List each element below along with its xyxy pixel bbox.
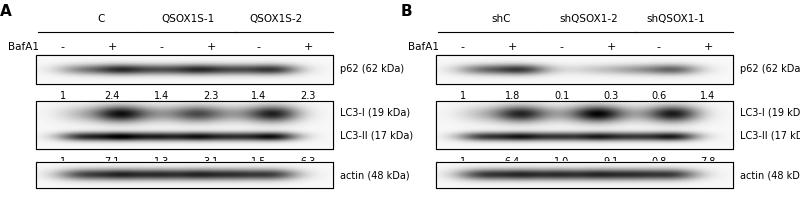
- Text: p62 (62 kDa): p62 (62 kDa): [340, 64, 405, 74]
- Bar: [36, 162, 333, 188]
- Bar: [436, 162, 733, 188]
- Text: +: +: [606, 42, 616, 52]
- Text: -: -: [461, 42, 465, 52]
- Text: +: +: [206, 42, 216, 52]
- Text: actin (48 kDa): actin (48 kDa): [340, 170, 410, 180]
- Text: p62 (62 kDa): p62 (62 kDa): [740, 64, 800, 74]
- Bar: [436, 55, 733, 84]
- Text: 6.4: 6.4: [505, 157, 520, 167]
- Text: 1: 1: [460, 91, 466, 101]
- Bar: [36, 55, 333, 84]
- Bar: [36, 101, 333, 149]
- Text: B: B: [400, 4, 412, 19]
- Text: shQSOX1-2: shQSOX1-2: [559, 13, 618, 24]
- Text: -: -: [560, 42, 564, 52]
- Text: +: +: [303, 42, 313, 52]
- Bar: [36, 162, 333, 188]
- Bar: [36, 55, 333, 84]
- Text: 2.3: 2.3: [203, 91, 218, 101]
- Text: QSOX1S-1: QSOX1S-1: [162, 13, 215, 24]
- Text: BafA1: BafA1: [408, 42, 438, 52]
- Text: 6.3: 6.3: [300, 157, 316, 167]
- Text: 3.1: 3.1: [203, 157, 218, 167]
- Text: 1.5: 1.5: [251, 157, 266, 167]
- Bar: [36, 101, 333, 149]
- Text: LC3-I (19 kDa): LC3-I (19 kDa): [340, 108, 410, 118]
- Text: LC3-I (19 kDa): LC3-I (19 kDa): [740, 108, 800, 118]
- Text: 1: 1: [460, 157, 466, 167]
- Text: 2.3: 2.3: [300, 91, 316, 101]
- Text: 0.6: 0.6: [651, 91, 666, 101]
- Bar: [436, 101, 733, 149]
- Text: 0.1: 0.1: [554, 91, 570, 101]
- Text: LC3-II (17 kDa): LC3-II (17 kDa): [740, 130, 800, 141]
- Text: -: -: [160, 42, 164, 52]
- Text: actin (48 kDa): actin (48 kDa): [740, 170, 800, 180]
- Text: -: -: [657, 42, 661, 52]
- Text: 9.1: 9.1: [603, 157, 618, 167]
- Text: 2.4: 2.4: [105, 91, 120, 101]
- Text: C: C: [98, 13, 105, 24]
- Text: 1.3: 1.3: [154, 157, 170, 167]
- Text: 1.8: 1.8: [505, 91, 520, 101]
- Bar: [436, 101, 733, 149]
- Text: 7.8: 7.8: [700, 157, 716, 167]
- Text: +: +: [108, 42, 117, 52]
- Text: 1.4: 1.4: [700, 91, 716, 101]
- Text: -: -: [257, 42, 261, 52]
- Text: 1.4: 1.4: [251, 91, 266, 101]
- Text: 0.8: 0.8: [651, 157, 666, 167]
- Text: A: A: [0, 4, 12, 19]
- Text: 1: 1: [60, 91, 66, 101]
- Text: 1.0: 1.0: [554, 157, 570, 167]
- Text: shC: shC: [491, 13, 510, 24]
- Text: QSOX1S-2: QSOX1S-2: [249, 13, 302, 24]
- Bar: [436, 55, 733, 84]
- Text: +: +: [703, 42, 713, 52]
- Text: 0.3: 0.3: [603, 91, 618, 101]
- Text: -: -: [61, 42, 65, 52]
- Text: BafA1: BafA1: [8, 42, 38, 52]
- Text: +: +: [508, 42, 517, 52]
- Text: 7.1: 7.1: [105, 157, 120, 167]
- Bar: [436, 162, 733, 188]
- Text: LC3-II (17 kDa): LC3-II (17 kDa): [340, 130, 414, 141]
- Text: shQSOX1-1: shQSOX1-1: [646, 13, 705, 24]
- Text: 1.4: 1.4: [154, 91, 170, 101]
- Text: 1: 1: [60, 157, 66, 167]
